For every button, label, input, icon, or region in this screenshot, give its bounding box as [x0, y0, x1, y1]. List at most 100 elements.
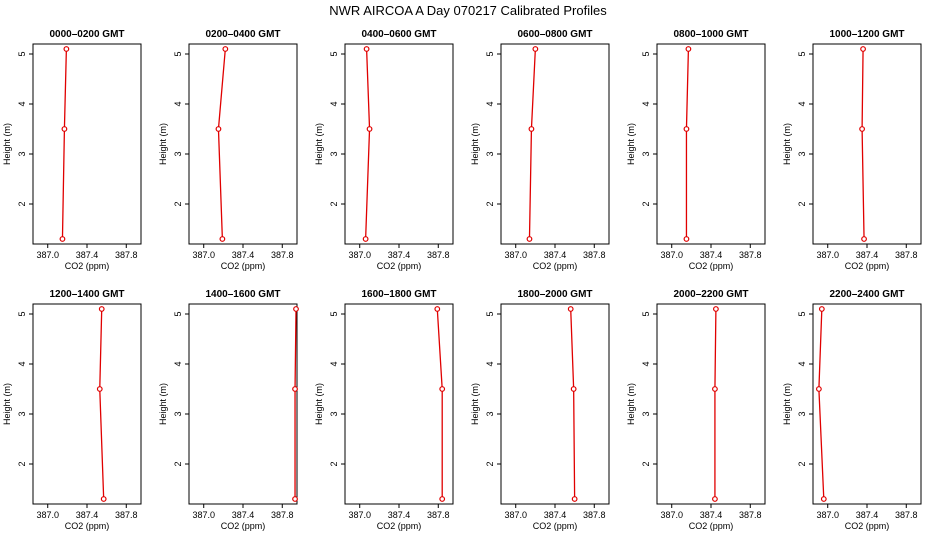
y-tick-label: 4	[329, 101, 339, 106]
y-tick-label: 4	[17, 101, 27, 106]
x-axis-label: CO2 (ppm)	[377, 261, 422, 271]
panel-title: 1600–1800 GMT	[361, 289, 436, 300]
panel-title: 0000–0200 GMT	[49, 29, 124, 40]
x-tick-label: 387.0	[660, 250, 683, 260]
plot-frame	[656, 303, 766, 505]
data-point	[712, 386, 718, 392]
panel-title: 1800–2000 GMT	[517, 289, 592, 300]
x-axis-label: CO2 (ppm)	[689, 261, 734, 271]
panel-title: 1000–1200 GMT	[829, 29, 904, 40]
panel-title: 0200–0400 GMT	[205, 29, 280, 40]
profile-line	[217, 48, 226, 240]
x-tick-label: 387.8	[739, 250, 762, 260]
x-tick-label: 387.8	[895, 510, 918, 520]
data-point	[818, 306, 825, 312]
y-tick-label: 3	[329, 411, 339, 416]
data-point	[528, 126, 535, 132]
x-tick-label: 387.8	[271, 250, 294, 260]
x-tick-label: 387.0	[36, 510, 59, 520]
profile-line	[528, 48, 537, 240]
y-tick-label: 4	[797, 101, 807, 106]
x-tick-label: 387.4	[388, 510, 411, 520]
plot-frame	[500, 303, 610, 505]
y-tick-label: 5	[17, 51, 27, 56]
y-axis-label: Height (m)	[314, 123, 324, 165]
y-axis-label: Height (m)	[626, 123, 636, 165]
profile-line	[818, 308, 825, 500]
y-axis-label: Height (m)	[314, 383, 324, 425]
x-axis-label: CO2 (ppm)	[845, 261, 890, 271]
profile-line	[364, 48, 371, 240]
y-tick-label: 3	[485, 411, 495, 416]
plot-frame	[500, 43, 610, 245]
data-point	[532, 46, 539, 52]
x-tick-label: 387.8	[271, 510, 294, 520]
x-tick-label: 387.8	[895, 250, 918, 260]
data-point	[98, 306, 105, 312]
profile-panel: 2000–2200 GMT 387.0 387.4 387.8 2 3 4 5 CO2 (ppm…	[626, 289, 766, 531]
profile-line	[714, 308, 717, 499]
y-tick-label: 4	[641, 101, 651, 106]
panel-title: 1200–1400 GMT	[49, 289, 124, 300]
data-point	[63, 46, 70, 52]
x-tick-label: 387.8	[427, 250, 450, 260]
y-tick-label: 4	[485, 361, 495, 366]
x-tick-label: 387.4	[856, 510, 879, 520]
y-tick-label: 4	[641, 361, 651, 366]
y-tick-label: 2	[797, 461, 807, 466]
x-tick-label: 387.0	[504, 510, 527, 520]
y-tick-label: 5	[329, 51, 339, 56]
profile-panel: 1800–2000 GMT 387.0 387.4 387.8 2 3 4 5 CO2 (ppm…	[470, 289, 610, 531]
y-tick-label: 2	[641, 461, 651, 466]
data-point	[861, 236, 867, 242]
y-tick-label: 4	[173, 101, 183, 106]
x-tick-label: 387.0	[36, 250, 59, 260]
panels-group: 0000–0200 GMT 387.0 387.4 387.8 2 3 4 5 CO2 (ppm…	[2, 29, 922, 531]
profile-panel: 2200–2400 GMT 387.0 387.4 387.8 2 3 4 5 CO2 (ppm…	[782, 289, 922, 531]
data-point	[439, 496, 446, 502]
x-tick-label: 387.8	[583, 250, 606, 260]
y-tick-label: 5	[17, 311, 27, 316]
x-tick-label: 387.4	[76, 250, 99, 260]
x-axis-label: CO2 (ppm)	[65, 261, 110, 271]
y-tick-label: 5	[329, 311, 339, 316]
y-axis-label: Height (m)	[158, 383, 168, 425]
data-point	[570, 386, 577, 392]
x-tick-label: 387.0	[504, 250, 527, 260]
x-tick-label: 387.8	[739, 510, 762, 520]
profile-line	[61, 48, 68, 240]
x-axis-label: CO2 (ppm)	[221, 521, 266, 531]
data-point	[61, 126, 68, 132]
y-tick-label: 5	[797, 311, 807, 316]
y-tick-label: 2	[173, 461, 183, 466]
data-point	[366, 126, 373, 132]
profile-line	[99, 308, 105, 500]
plot-frame	[188, 43, 298, 245]
y-tick-label: 4	[17, 361, 27, 366]
data-point	[859, 126, 865, 132]
profile-panel: 0800–1000 GMT 387.0 387.4 387.8 2 3 4 5 CO2 (ppm…	[626, 29, 766, 271]
panel-title: 0800–1000 GMT	[673, 29, 748, 40]
x-tick-label: 387.4	[544, 510, 567, 520]
x-tick-label: 387.4	[544, 250, 567, 260]
panel-title: 2200–2400 GMT	[829, 289, 904, 300]
x-tick-label: 387.4	[856, 250, 879, 260]
x-tick-label: 387.4	[76, 510, 99, 520]
y-tick-label: 5	[797, 51, 807, 56]
data-point	[567, 306, 574, 312]
profile-line	[436, 308, 443, 499]
x-axis-label: CO2 (ppm)	[533, 261, 578, 271]
data-point	[215, 126, 222, 132]
data-point	[222, 46, 229, 52]
data-point	[96, 386, 103, 392]
y-tick-label: 2	[329, 201, 339, 206]
x-axis-label: CO2 (ppm)	[377, 521, 422, 531]
y-tick-label: 3	[797, 151, 807, 156]
x-tick-label: 387.0	[192, 250, 215, 260]
x-tick-label: 387.0	[192, 510, 215, 520]
x-tick-label: 387.0	[660, 510, 683, 520]
data-point	[815, 386, 822, 392]
data-point	[362, 236, 369, 242]
profile-panel: 0000–0200 GMT 387.0 387.4 387.8 2 3 4 5 CO2 (ppm…	[2, 29, 142, 271]
y-tick-label: 4	[485, 101, 495, 106]
